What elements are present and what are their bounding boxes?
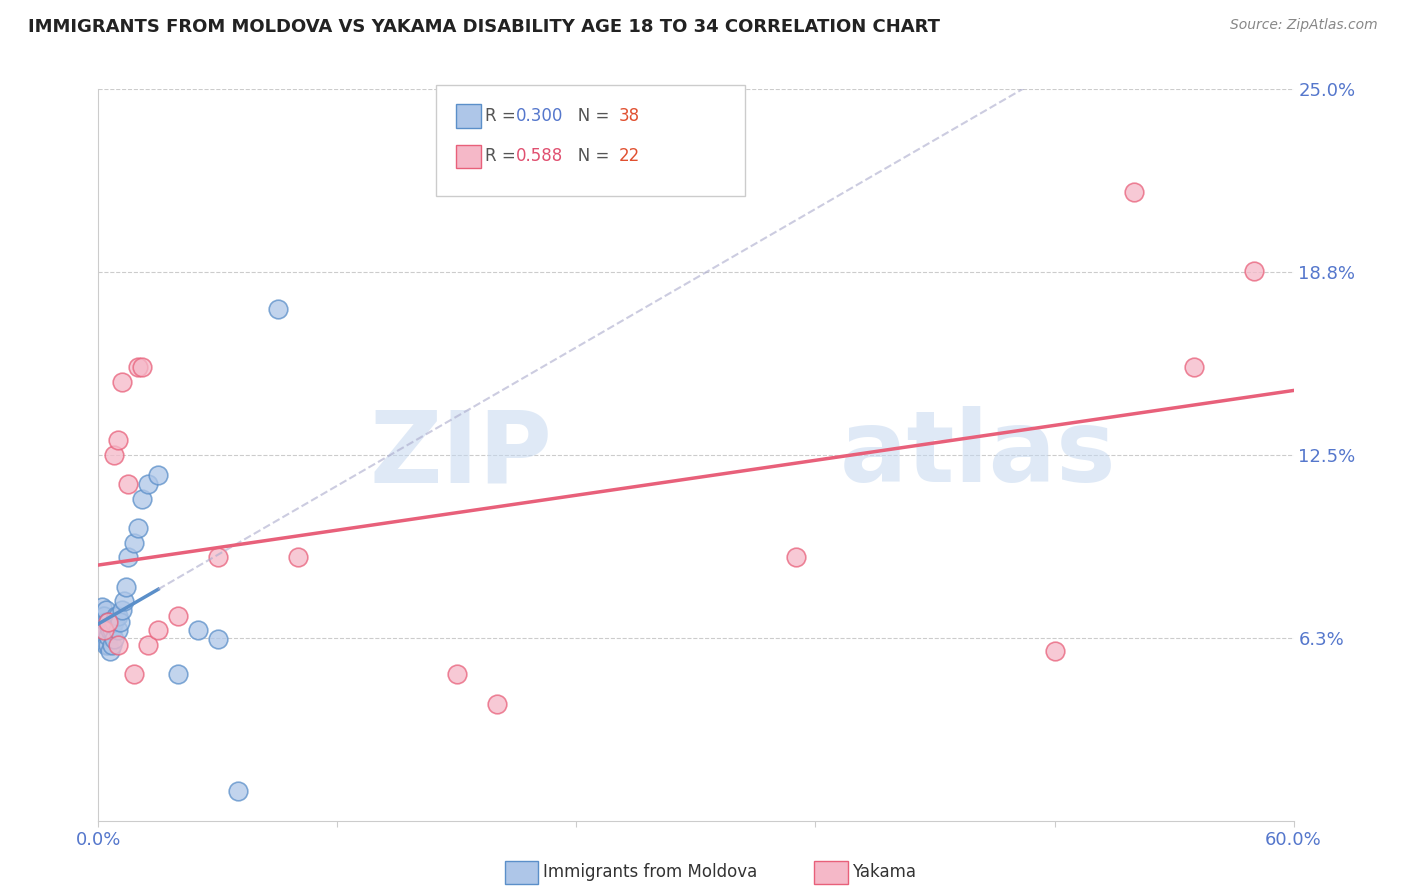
Text: Source: ZipAtlas.com: Source: ZipAtlas.com <box>1230 18 1378 32</box>
Point <box>446 667 468 681</box>
Text: Immigrants from Moldova: Immigrants from Moldova <box>543 863 756 881</box>
Point <box>131 491 153 506</box>
Point <box>117 550 139 565</box>
Point <box>207 550 229 565</box>
Point <box>226 784 249 798</box>
Point <box>110 615 132 629</box>
Point <box>127 521 149 535</box>
Point <box>107 434 129 448</box>
Point <box>97 615 120 629</box>
Text: N =: N = <box>562 147 614 165</box>
Point <box>124 535 146 549</box>
Point <box>103 448 125 462</box>
Point <box>124 667 146 681</box>
Point <box>136 477 159 491</box>
Point <box>91 600 114 615</box>
Point <box>112 594 135 608</box>
Point <box>127 360 149 375</box>
Text: R =: R = <box>485 147 522 165</box>
Point <box>148 468 170 483</box>
Text: N =: N = <box>562 107 614 125</box>
Point <box>93 608 115 623</box>
Point <box>485 697 508 711</box>
Point <box>97 638 120 652</box>
Text: 22: 22 <box>619 147 640 165</box>
Text: Yakama: Yakama <box>852 863 917 881</box>
Point <box>187 624 209 638</box>
Point <box>105 608 128 623</box>
Text: IMMIGRANTS FROM MOLDOVA VS YAKAMA DISABILITY AGE 18 TO 34 CORRELATION CHART: IMMIGRANTS FROM MOLDOVA VS YAKAMA DISABI… <box>28 18 941 36</box>
Point <box>91 608 114 623</box>
Point <box>97 615 120 629</box>
Point <box>207 632 229 647</box>
Text: 0.588: 0.588 <box>516 147 564 165</box>
Point <box>96 638 118 652</box>
Point <box>115 580 138 594</box>
Point <box>101 638 124 652</box>
Point <box>89 624 111 638</box>
Point <box>785 550 807 565</box>
Point <box>111 603 134 617</box>
Point <box>1243 263 1265 277</box>
Point <box>148 624 170 638</box>
Point <box>93 624 115 638</box>
Point <box>287 550 309 565</box>
Point <box>91 615 114 629</box>
Point <box>89 632 111 647</box>
Text: 38: 38 <box>619 107 640 125</box>
Point <box>103 615 125 629</box>
Point <box>1123 185 1146 199</box>
Point <box>167 667 190 681</box>
Point <box>107 624 129 638</box>
Text: 0.300: 0.300 <box>516 107 564 125</box>
Point <box>96 603 118 617</box>
Point <box>167 608 190 623</box>
Point <box>131 360 153 375</box>
Point <box>267 301 290 316</box>
Point <box>1182 360 1205 375</box>
Point <box>98 644 122 658</box>
Point <box>107 608 129 623</box>
Point <box>103 632 125 647</box>
Point <box>98 624 122 638</box>
Point <box>97 629 120 643</box>
Text: atlas: atlas <box>839 407 1116 503</box>
Point <box>101 624 124 638</box>
Point <box>111 375 134 389</box>
Point <box>107 638 129 652</box>
Point <box>136 638 159 652</box>
Point <box>93 632 115 647</box>
Text: ZIP: ZIP <box>370 407 553 503</box>
Point <box>1043 644 1066 658</box>
Point <box>93 624 115 638</box>
Point <box>96 615 118 629</box>
Point <box>117 477 139 491</box>
Text: R =: R = <box>485 107 522 125</box>
